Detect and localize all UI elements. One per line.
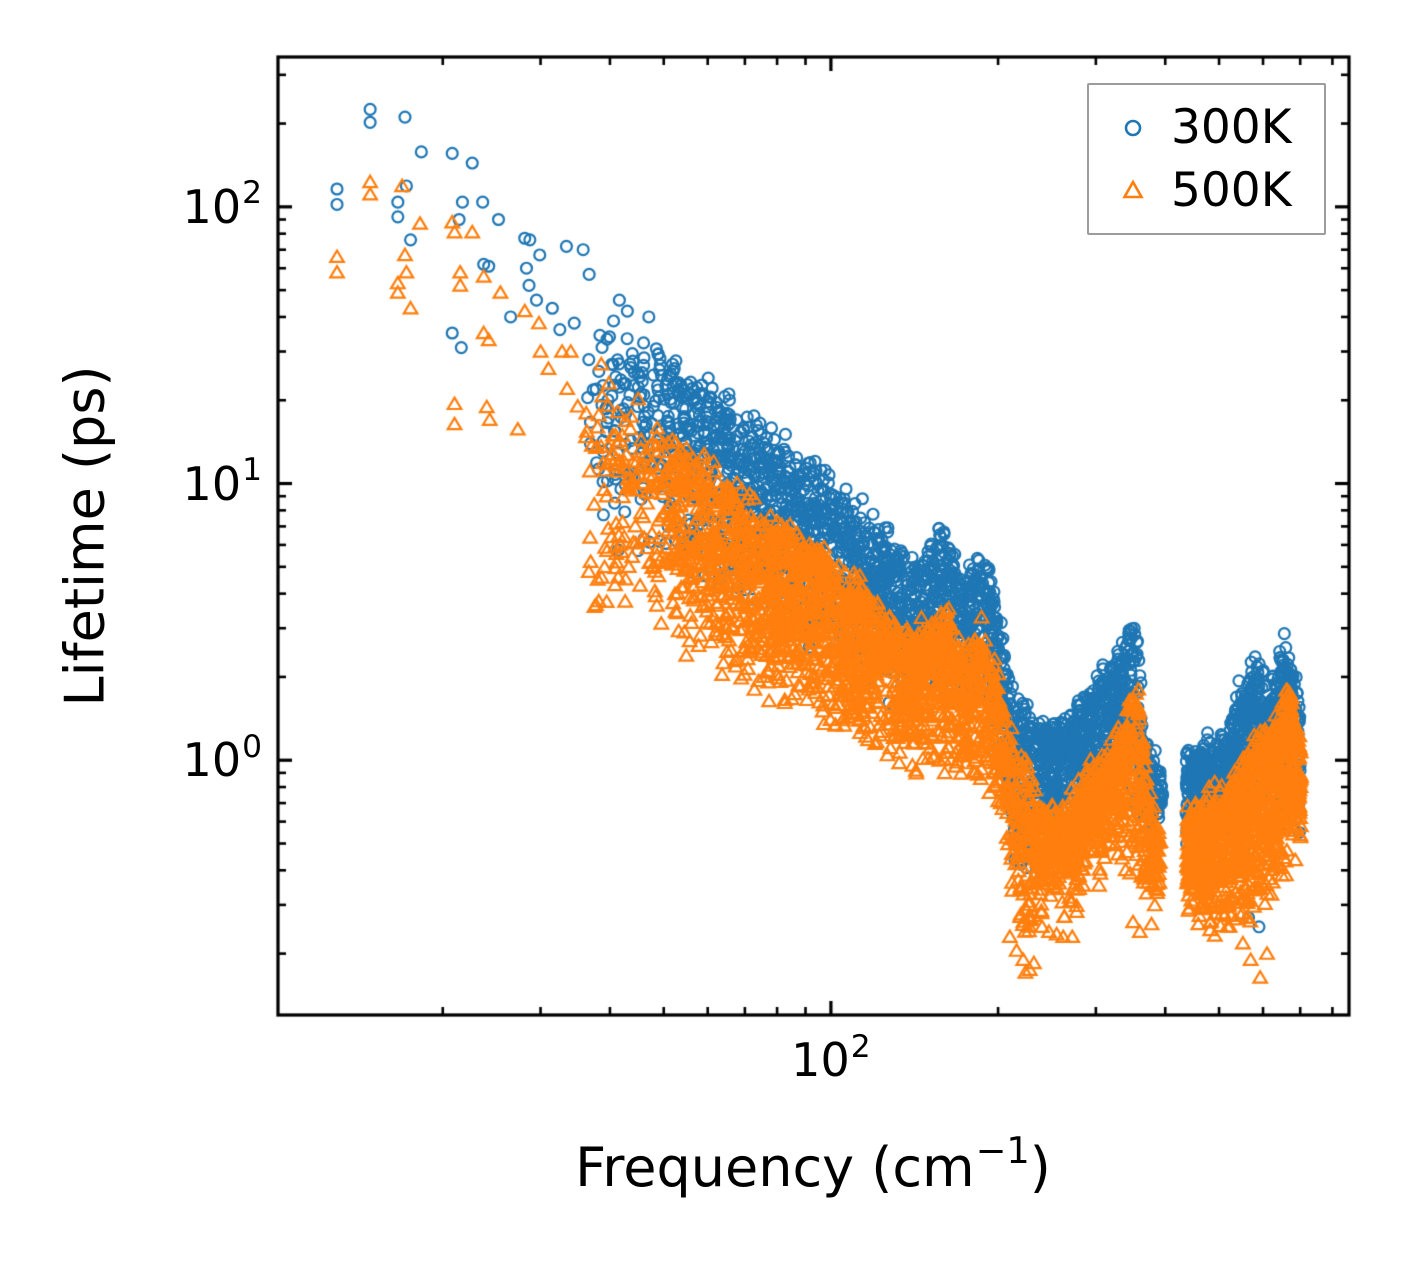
x-tick-label-1e2: 102 [791,1031,870,1083]
x-axis-label-prefix: Frequency (cm [575,1136,975,1199]
y-tick-label-1e1-base: 10 [182,456,242,511]
y-axis-label: Lifetime (ps) [54,365,117,706]
legend: 300K 500K [1087,83,1326,235]
y-axis-label-text: Lifetime (ps) [53,365,117,707]
y-tick-label-1e2-exponent: 2 [242,175,262,212]
x-axis-label-suffix: ) [1029,1136,1051,1199]
y-tick-label-1e0-exponent: 0 [242,728,262,765]
circle-marker-icon [1124,119,1142,137]
y-tick-label-1e1-exponent: 1 [242,452,262,489]
legend-entry-500K: 500K [1089,167,1324,214]
x-axis-label-superscript: −1 [975,1129,1030,1173]
y-tick-label-1e1: 101 [183,455,262,507]
y-tick-label-1e0-base: 10 [182,733,242,788]
x-axis-label: Frequency (cm−1) [575,1129,1051,1199]
legend-label-300K: 300K [1171,100,1292,156]
y-tick-label-1e0: 100 [183,731,262,783]
triangle-marker-icon [1122,179,1144,199]
y-tick-label-1e2: 102 [183,178,262,230]
legend-label-500K: 500K [1171,162,1292,218]
legend-entry-300K: 300K [1089,104,1324,151]
x-tick-label-1e2-base: 10 [791,1033,850,1087]
x-tick-label-1e2-exponent: 2 [850,1028,871,1065]
y-tick-label-1e2-base: 10 [182,179,242,234]
